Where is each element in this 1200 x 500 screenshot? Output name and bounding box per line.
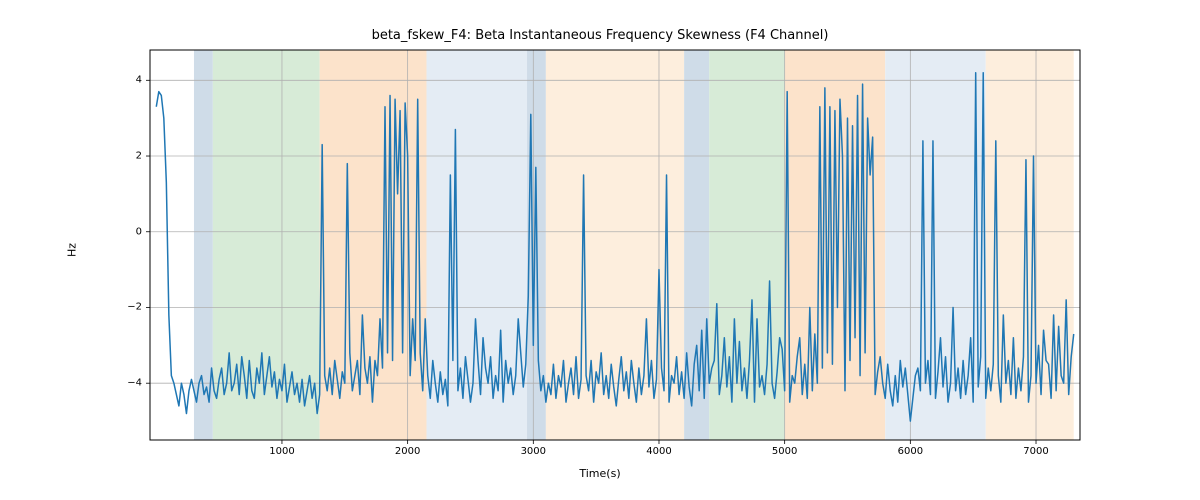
region (785, 50, 886, 440)
x-tick-label: 1000 (269, 446, 294, 457)
x-tick-label: 4000 (646, 446, 671, 457)
y-tick-label: −4 (112, 378, 142, 389)
chart-svg (0, 0, 1200, 500)
x-tick-label: 6000 (898, 446, 923, 457)
y-tick-label: −2 (112, 302, 142, 313)
x-tick-label: 2000 (395, 446, 420, 457)
x-tick-label: 3000 (521, 446, 546, 457)
y-tick-label: 0 (112, 226, 142, 237)
chart-container: beta_fskew_F4: Beta Instantaneous Freque… (0, 0, 1200, 500)
x-tick-label: 5000 (772, 446, 797, 457)
y-tick-label: 2 (112, 151, 142, 162)
x-tick-label: 7000 (1023, 446, 1048, 457)
y-tick-label: 4 (112, 75, 142, 86)
